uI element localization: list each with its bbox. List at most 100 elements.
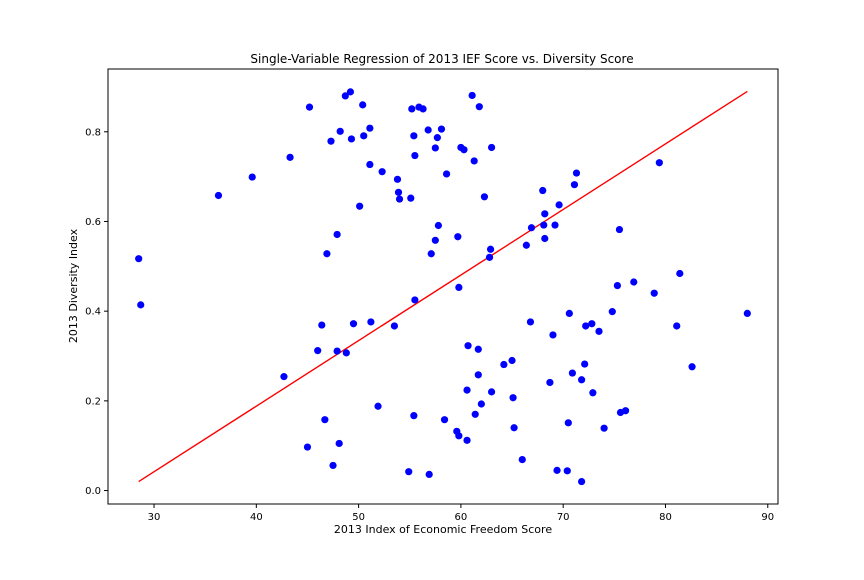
data-point bbox=[608, 308, 616, 316]
data-point bbox=[549, 331, 557, 339]
data-point bbox=[540, 221, 548, 229]
data-point bbox=[676, 269, 684, 278]
data-point bbox=[655, 159, 663, 167]
data-point bbox=[471, 410, 479, 418]
data-point bbox=[578, 376, 586, 384]
x-tick-label: 70 bbox=[557, 512, 570, 523]
data-point bbox=[440, 416, 449, 424]
y-tick-label: 0.4 bbox=[85, 307, 101, 318]
data-point bbox=[410, 132, 418, 140]
data-point bbox=[333, 230, 341, 239]
data-point bbox=[564, 419, 572, 427]
data-point bbox=[487, 143, 496, 152]
data-point bbox=[410, 412, 418, 420]
data-point bbox=[539, 186, 547, 195]
data-point bbox=[314, 347, 322, 355]
data-point bbox=[359, 101, 367, 109]
data-point bbox=[595, 327, 603, 335]
data-point bbox=[394, 188, 403, 196]
y-tick-label: 0.6 bbox=[85, 217, 101, 228]
data-point bbox=[323, 250, 331, 258]
data-point bbox=[366, 160, 374, 169]
y-tick-label: 0.0 bbox=[85, 486, 101, 497]
data-point bbox=[474, 371, 482, 379]
data-point bbox=[407, 194, 415, 202]
plot-frame bbox=[107, 68, 779, 505]
data-point bbox=[470, 157, 478, 165]
x-axis: 30 40 50 60 70 80 90 bbox=[148, 504, 774, 523]
data-point bbox=[578, 477, 586, 486]
data-point bbox=[433, 134, 441, 142]
data-point bbox=[335, 439, 343, 448]
data-point bbox=[341, 92, 349, 100]
data-point bbox=[408, 105, 416, 113]
data-point bbox=[411, 296, 419, 304]
x-tick-label: 40 bbox=[250, 512, 263, 523]
data-point bbox=[650, 289, 658, 297]
data-point bbox=[367, 318, 375, 326]
data-point bbox=[468, 91, 476, 100]
data-point bbox=[581, 360, 589, 368]
x-tick-label: 90 bbox=[761, 512, 774, 523]
data-point bbox=[508, 356, 516, 365]
data-point bbox=[509, 394, 517, 402]
data-point bbox=[568, 369, 576, 377]
data-point bbox=[347, 135, 356, 143]
data-point bbox=[329, 461, 337, 470]
data-point bbox=[442, 170, 451, 178]
data-point bbox=[475, 103, 483, 111]
data-point bbox=[395, 195, 404, 203]
data-point bbox=[366, 124, 374, 132]
data-point bbox=[411, 151, 419, 160]
data-point bbox=[360, 132, 368, 140]
data-point bbox=[553, 466, 561, 474]
data-point bbox=[463, 386, 471, 394]
data-point bbox=[214, 191, 223, 200]
data-point bbox=[333, 347, 341, 355]
data-point bbox=[527, 224, 536, 232]
data-point bbox=[615, 225, 624, 234]
data-point bbox=[425, 470, 433, 479]
data-point bbox=[630, 278, 638, 286]
data-point bbox=[419, 105, 427, 113]
data-point bbox=[486, 245, 495, 253]
data-point bbox=[589, 389, 597, 397]
data-point bbox=[518, 456, 526, 464]
data-point bbox=[280, 373, 288, 381]
data-point bbox=[563, 467, 571, 475]
data-point bbox=[477, 400, 485, 408]
data-point bbox=[327, 137, 335, 145]
data-point bbox=[427, 250, 435, 258]
data-point bbox=[378, 168, 386, 176]
data-point bbox=[522, 241, 530, 249]
data-point bbox=[431, 144, 439, 152]
regression-line bbox=[138, 90, 748, 483]
data-point bbox=[555, 201, 563, 209]
data-point bbox=[688, 363, 696, 371]
data-point bbox=[342, 349, 350, 357]
plot-area: 30 40 50 60 70 80 90 0.0 0.2 0.4 0.6 0.8 bbox=[85, 68, 779, 523]
data-point bbox=[541, 234, 549, 243]
y-tick-label: 0.8 bbox=[85, 127, 101, 138]
data-point bbox=[673, 322, 681, 330]
data-point bbox=[570, 181, 579, 189]
data-point bbox=[460, 146, 468, 154]
data-point bbox=[613, 282, 622, 290]
y-axis-label: 2013 Diversity Index bbox=[67, 228, 80, 343]
data-point bbox=[356, 202, 364, 210]
data-point bbox=[572, 169, 581, 177]
data-point bbox=[346, 88, 355, 96]
data-point bbox=[454, 233, 462, 241]
data-point bbox=[463, 436, 471, 444]
data-point bbox=[321, 416, 329, 424]
data-point bbox=[565, 309, 573, 318]
x-axis-label: 2013 Index of Economic Freedom Score bbox=[334, 523, 552, 536]
chart-title: Single-Variable Regression of 2013 IEF S… bbox=[250, 52, 633, 66]
data-point bbox=[455, 432, 463, 440]
data-point bbox=[541, 210, 549, 218]
x-tick-label: 80 bbox=[659, 512, 672, 523]
data-point bbox=[405, 468, 413, 476]
y-tick-label: 0.2 bbox=[85, 396, 101, 407]
data-point bbox=[621, 407, 630, 415]
